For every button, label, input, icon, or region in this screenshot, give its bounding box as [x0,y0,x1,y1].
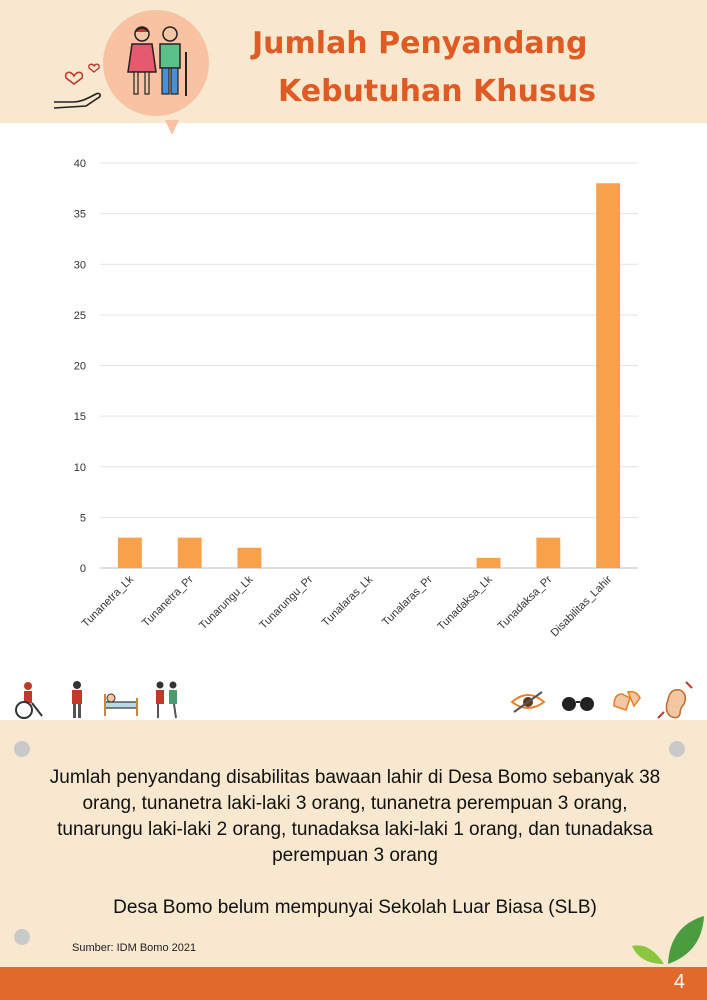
y-tick-label: 30 [74,259,86,271]
bar [536,537,561,568]
x-tick-label: Tunadaksa_Pr [496,573,555,632]
x-tick-label: Disabilitas_Lahir [549,573,615,639]
wheelchair-user-icon [15,682,43,719]
y-tick-label: 25 [74,310,86,322]
eye-icon [510,691,546,713]
x-tick-label: Tunanetra_Pr [140,573,196,629]
page-title: Jumlah Penyandang Kebutuhan Khusus [252,20,692,116]
bar-chart: 0 5 10 15 20 25 30 35 40 Tunanetra_Lk Tunanetra_Pr… [74,158,638,639]
source-note: Sumber: IDM Bomo 2021 [72,942,197,954]
x-tick-label: Tunanetra_Lk [80,573,137,630]
y-tick-label: 35 [74,209,86,221]
y-tick-label: 5 [80,512,86,524]
ear-icon [657,681,693,719]
slb-note: Desa Bomo belum mempunyai Sekolah Luar B… [113,897,597,918]
pin-top-left [14,741,30,757]
y-tick-label: 10 [74,462,86,474]
bar [596,183,621,568]
glasses-icon [562,697,594,711]
x-tick-label: Tunarungu_Pr [257,573,315,631]
pin-top-right [669,741,685,757]
footer-bar: 4 [0,967,707,1000]
summary-text: Jumlah penyandang disabilitas bawaan lah… [49,767,661,866]
standing-person-icon [72,681,82,718]
person-in-bed-icon [104,693,138,716]
leaf-icon [632,916,704,964]
title-line-1: Jumlah Penyandang [252,26,588,61]
assisted-walking-icon [156,681,177,719]
page-number: 4 [673,971,685,993]
speech-bubble-tail [165,120,179,135]
summary-panel [0,720,707,967]
y-tick-label: 20 [74,361,86,373]
elderly-couple-icon [127,26,187,96]
title-line-2: Kebutuhan Khusus [278,74,597,109]
y-tick-label: 40 [74,158,86,170]
speech-bubble [103,10,209,116]
bar [237,547,262,568]
caring-hand-icon [53,63,101,109]
pin-bottom-left [14,929,30,945]
bar [117,537,142,568]
y-tick-label: 15 [74,411,86,423]
x-tick-label: Tunarungu_Lk [197,573,256,632]
bar [476,557,501,568]
x-tick-label: Tunadaksa_Lk [435,573,495,633]
x-tick-label: Tunalaras_Lk [320,573,376,629]
x-tick-label: Tunalaras_Pr [380,573,435,628]
y-tick-label: 0 [80,563,86,575]
bar [177,537,202,568]
sign-language-icon [613,690,641,711]
